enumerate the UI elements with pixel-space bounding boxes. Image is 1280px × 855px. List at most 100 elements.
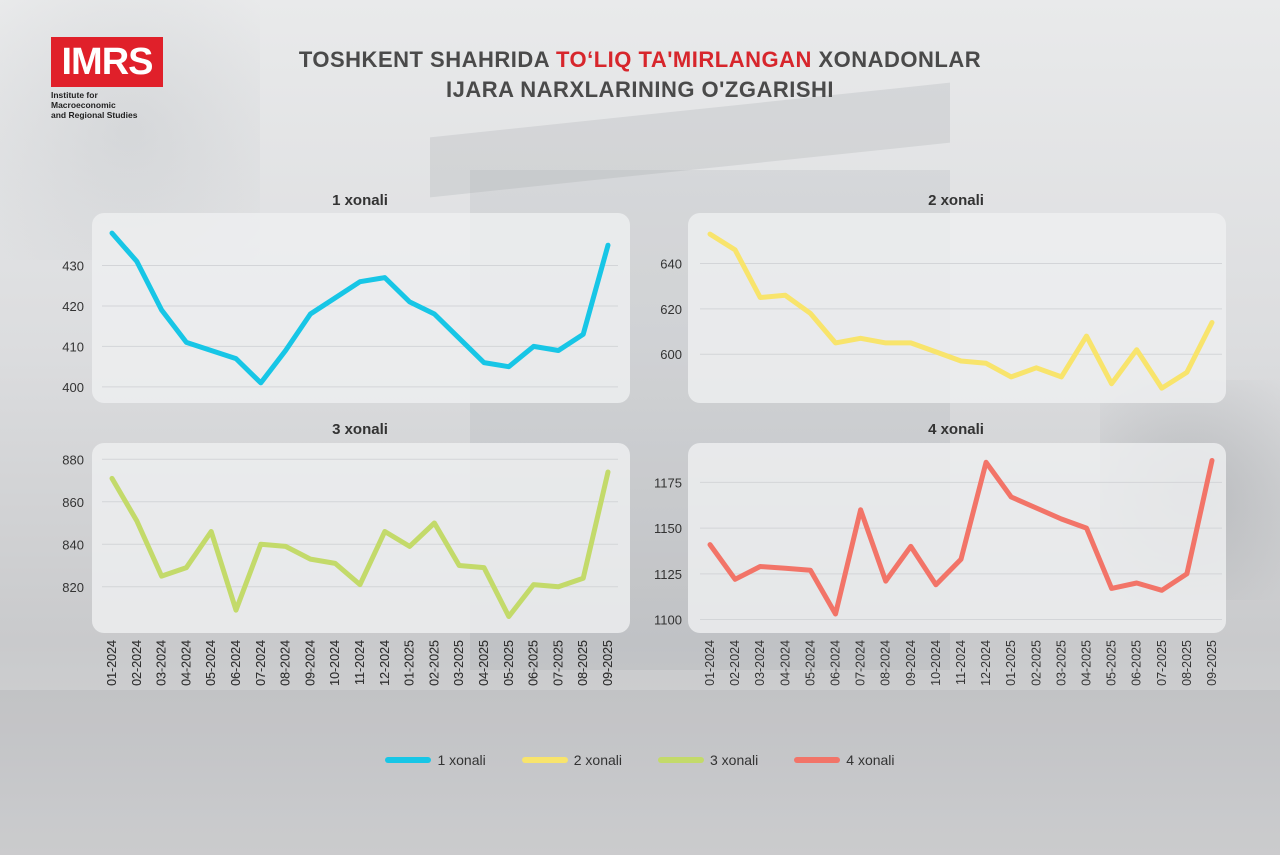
y-tick-label-1-1: 400 <box>62 380 84 395</box>
panel-1-background <box>92 213 630 403</box>
x-tick-label-4-10: 10-2024 <box>929 640 943 686</box>
y-tick-label-4-4: 1175 <box>654 475 682 490</box>
x-tick-label-4-20: 08-2025 <box>1180 640 1194 686</box>
x-tick-label-3-12: 12-2024 <box>378 640 392 686</box>
x-tick-label-1-4: 04-2024 <box>179 640 193 686</box>
x-tick-label-3-6: 06-2024 <box>229 640 243 686</box>
y-tick-label-3-3: 860 <box>62 495 84 510</box>
y-tick-label-1-2: 410 <box>62 339 84 354</box>
x-tick-label-1-17: 05-2025 <box>502 640 516 686</box>
x-tick-label-1-12: 12-2024 <box>378 640 392 686</box>
legend-label-1: 1 xonali <box>437 752 486 768</box>
x-tick-label-4-17: 05-2025 <box>1105 640 1119 686</box>
x-tick-label-4-11: 11-2024 <box>954 640 968 685</box>
x-tick-label-4-7: 07-2024 <box>854 640 868 686</box>
x-tick-label-4-18: 06-2025 <box>1130 640 1144 686</box>
x-tick-label-3-5: 05-2024 <box>204 640 218 686</box>
x-tick-label-1-21: 09-2025 <box>601 640 615 686</box>
x-tick-label-1-16: 04-2025 <box>477 640 491 686</box>
x-tick-label-1-5: 05-2024 <box>204 640 218 686</box>
legend-swatch-4 <box>794 757 841 763</box>
x-tick-label-3-11: 11-2024 <box>353 640 367 685</box>
y-tick-label-3-1: 820 <box>62 580 84 595</box>
x-tick-label-4-12: 12-2024 <box>979 640 993 686</box>
title-highlight: TO‘LIQ TA'MIRLANGAN <box>555 47 812 72</box>
x-tick-label-3-7: 07-2024 <box>254 640 268 686</box>
logo-subtitle-line2: and Regional Studies <box>51 110 138 120</box>
logo-mark: IMRS <box>51 37 163 87</box>
logo-subtitle: Institute for Macroeconomic and Regional… <box>51 90 163 120</box>
legend-item-1: 1 xonali <box>385 752 486 768</box>
page-title: TOSHKENT SHAHRIDA TO‘LIQ TA'MIRLANGAN XO… <box>0 45 1280 105</box>
y-tick-label-2-1: 600 <box>660 347 682 362</box>
x-tick-label-4-8: 08-2024 <box>879 640 893 686</box>
chart-1: 400 410 420 430 01-2024 02-2024 03-2024 04-2024… <box>62 230 618 686</box>
x-tick-label-3-13: 01-2025 <box>403 640 417 686</box>
logo-mark-text: IMRS <box>61 41 154 83</box>
series-line-4 <box>707 458 1215 617</box>
y-tick-label-2-2: 620 <box>660 302 682 317</box>
x-tick-label-4-15: 03-2025 <box>1054 640 1068 686</box>
legend-item-2: 2 xonali <box>521 752 622 768</box>
x-tick-label-1-11: 11-2024 <box>353 640 367 685</box>
panel-3-background <box>92 443 630 633</box>
x-tick-label-4-2: 02-2024 <box>728 640 742 686</box>
panel-2-background <box>688 213 1226 403</box>
series-line-2 <box>707 231 1215 391</box>
x-tick-label-4-4: 04-2024 <box>778 640 792 686</box>
x-tick-label-1-14: 02-2025 <box>427 640 441 686</box>
chart-4: 1100 1125 1150 1175 01-2024 02-2024 03-2024 04-… <box>654 458 1222 686</box>
y-tick-label-2-3: 640 <box>660 257 682 272</box>
x-tick-label-4-16: 04-2025 <box>1080 640 1094 686</box>
title-part1: TOSHKENT SHAHRIDA <box>298 47 556 72</box>
x-tick-label-1-9: 09-2024 <box>303 640 317 686</box>
chart-3: 820 840 860 880 01-2024 02-2024 03-2024 04-2024… <box>62 452 618 686</box>
panel-title-4: 4 xonali <box>928 421 984 438</box>
x-tick-label-3-1: 01-2024 <box>105 640 119 686</box>
y-tick-label-3-4: 880 <box>62 452 84 467</box>
x-tick-label-4-14: 02-2025 <box>1029 640 1043 686</box>
x-tick-label-1-2: 02-2024 <box>130 640 144 686</box>
x-tick-label-3-20: 08-2025 <box>576 640 590 686</box>
panel-title-3: 3 xonali <box>332 421 388 438</box>
y-tick-label-4-3: 1150 <box>654 521 682 536</box>
x-tick-label-3-4: 04-2024 <box>179 640 193 686</box>
legend-label-2: 2 xonali <box>573 752 622 768</box>
x-tick-label-3-14: 02-2025 <box>427 640 441 686</box>
title-line2: IJARA NARXLARINING O'ZGARISHI <box>445 77 835 102</box>
x-tick-label-1-20: 08-2025 <box>576 640 590 686</box>
x-tick-label-3-19: 07-2025 <box>551 640 565 686</box>
panel-title-2: 2 xonali <box>928 192 984 209</box>
x-tick-label-3-18: 06-2025 <box>527 640 541 686</box>
series-line-1 <box>109 230 611 386</box>
x-tick-label-1-1: 01-2024 <box>105 640 119 686</box>
x-tick-label-1-13: 01-2025 <box>403 640 417 686</box>
logo-subtitle-line1: Institute for Macroeconomic <box>51 90 116 110</box>
legend-swatch-1 <box>385 757 432 763</box>
x-tick-label-4-21: 09-2025 <box>1205 640 1219 686</box>
y-tick-label-3-2: 840 <box>62 537 84 552</box>
x-tick-label-1-19: 07-2025 <box>551 640 565 686</box>
legend-swatch-3 <box>658 757 704 763</box>
x-tick-label-4-13: 01-2025 <box>1004 640 1018 686</box>
x-tick-label-1-15: 03-2025 <box>452 640 466 686</box>
title-part2: XONADONLAR <box>811 47 982 72</box>
x-tick-label-1-10: 10-2024 <box>328 640 342 686</box>
x-tick-label-4-19: 07-2025 <box>1155 640 1169 686</box>
x-tick-label-1-3: 03-2024 <box>155 640 169 686</box>
legend-item-4: 4 xonali <box>794 752 895 768</box>
chart-2: 600 620 640 <box>660 231 1222 391</box>
y-tick-label-4-2: 1125 <box>654 567 682 582</box>
x-tick-label-3-10: 10-2024 <box>328 640 342 686</box>
legend-label-3: 3 xonali <box>710 752 759 768</box>
legend-item-3: 3 xonali <box>658 752 758 768</box>
x-tick-label-3-8: 08-2024 <box>279 640 293 686</box>
title-line1: TOSHKENT SHAHRIDA TO‘LIQ TA'MIRLANGAN XO… <box>0 45 1280 75</box>
y-tick-label-1-3: 420 <box>62 299 84 314</box>
legend-label-4: 4 xonali <box>846 752 895 768</box>
x-tick-label-3-17: 05-2025 <box>502 640 516 686</box>
x-tick-label-3-21: 09-2025 <box>601 640 615 686</box>
x-tick-label-1-7: 07-2024 <box>254 640 268 686</box>
x-tick-label-1-6: 06-2024 <box>229 640 243 686</box>
